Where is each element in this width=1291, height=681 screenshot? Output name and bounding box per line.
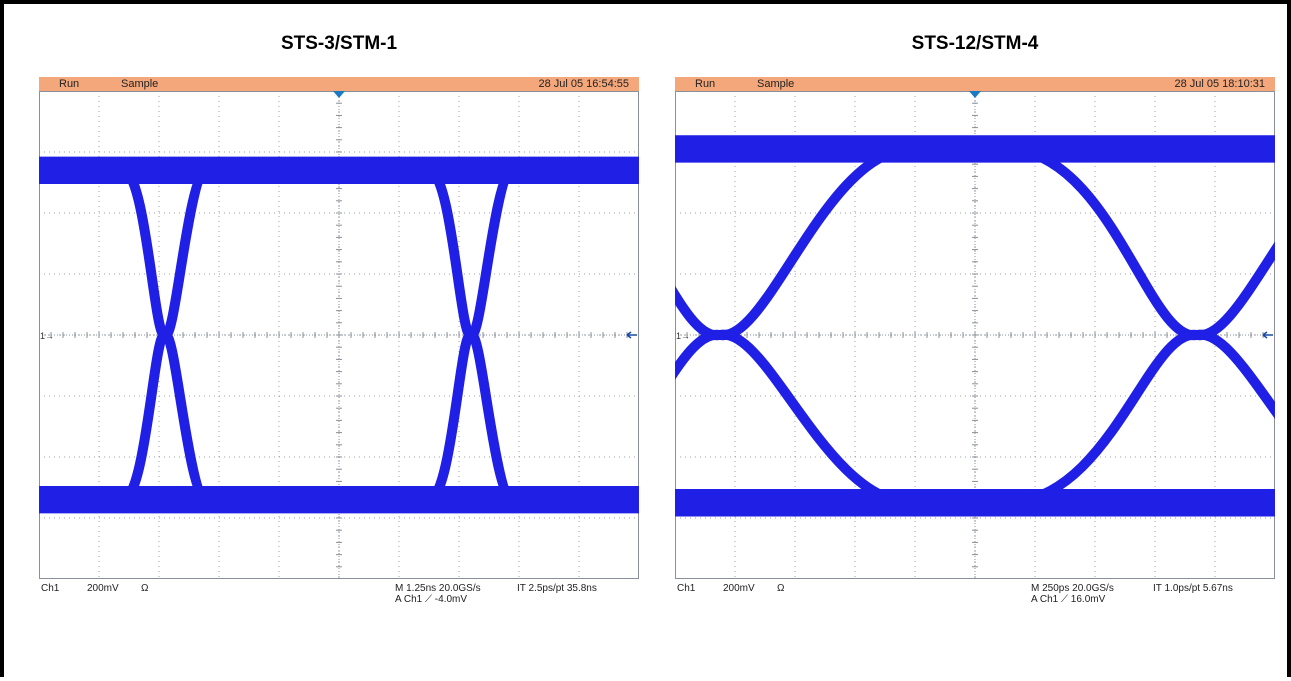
rising-edge: [424, 165, 518, 505]
trigger-readout: A Ch1 ⟋ 16.0mV: [1031, 594, 1106, 605]
run-status: Run: [695, 78, 716, 90]
ground-reference-marker: 1→: [40, 331, 54, 341]
acquisition-mode: Sample: [757, 78, 795, 90]
timestamp: 28 Jul 05 16:54:55: [538, 78, 629, 90]
trigger-level-arrow: [626, 331, 637, 339]
vertical-scale: 200mV: [87, 583, 119, 594]
eye-plot-left: 1→: [39, 91, 639, 579]
interpolation-readout: IT 2.5ps/pt 35.8ns: [517, 583, 597, 594]
acquisition-mode: Sample: [121, 78, 159, 90]
scope-panel-right: Run Sample 28 Jul 05 18:10:31 1→ Ch1 200…: [675, 77, 1275, 617]
panel-title-left: STS-3/STM-1: [280, 33, 398, 54]
timebase-readout: M 1.25ns 20.0GS/s: [395, 583, 481, 594]
ground-reference-marker: 1→: [676, 331, 690, 341]
panel-title-right: STS-12/STM-4: [911, 33, 1039, 54]
trigger-readout: A Ch1 ⟋ -4.0mV: [395, 594, 468, 605]
scope-status-bar: Run Sample 28 Jul 05 18:10:31: [675, 77, 1275, 91]
axis-ticks: [675, 91, 1275, 579]
timestamp: 28 Jul 05 18:10:31: [1174, 78, 1265, 90]
interpolation-readout: IT 1.0ps/pt 5.67ns: [1153, 583, 1233, 594]
rising-edge: [675, 143, 917, 380]
trigger-position-marker: [969, 91, 981, 98]
trigger-level-arrow: [1262, 331, 1273, 339]
vertical-scale: 200mV: [723, 583, 755, 594]
impedance-symbol: Ω: [141, 583, 149, 594]
eye-traces: [675, 135, 1275, 517]
trigger-position-marker: [333, 91, 345, 98]
rising-edge: [1000, 241, 1275, 508]
channel-label: Ch1: [41, 583, 60, 594]
eye-plot-right: 1→: [675, 91, 1275, 579]
scope-status-bar: Run Sample 28 Jul 05 16:54:55: [39, 77, 639, 91]
channel-label: Ch1: [677, 583, 696, 594]
rising-edge: [118, 165, 212, 505]
timebase-readout: M 250ps 20.0GS/s: [1031, 583, 1114, 594]
scope-panel-left: Run Sample 28 Jul 05 16:54:55 1→ Ch1 200…: [39, 77, 639, 617]
run-status: Run: [59, 78, 80, 90]
impedance-symbol: Ω: [777, 583, 785, 594]
eye-traces: [39, 156, 639, 514]
